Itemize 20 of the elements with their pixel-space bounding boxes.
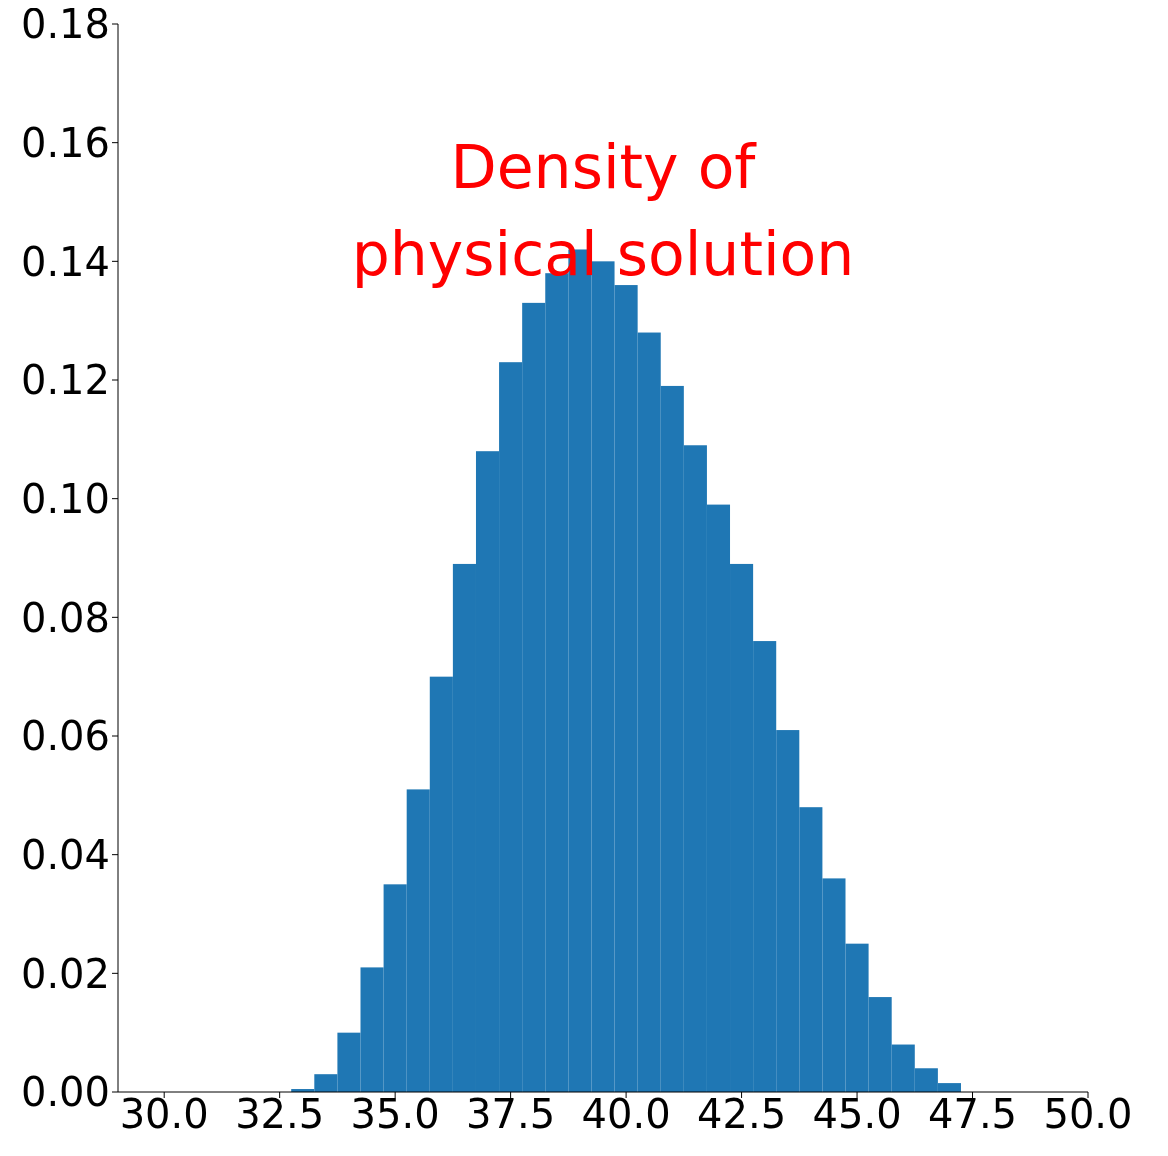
x-tick-label: 50.0 [1043,1091,1133,1138]
x-tick-label: 45.0 [812,1091,902,1138]
y-tick-label: 0.00 [20,1069,110,1116]
y-tick-label: 0.02 [20,950,110,997]
y-tick-label: 0.04 [20,831,110,878]
y-tick-label: 0.12 [20,357,110,404]
x-tick-label: 30.0 [119,1091,209,1138]
x-tick-label: 32.5 [235,1091,325,1138]
x-tick-label: 40.0 [581,1091,671,1138]
y-tick-label: 0.08 [20,594,110,641]
y-tick-label: 0.14 [20,238,110,285]
x-tick-label: 47.5 [927,1091,1018,1138]
y-tick-label: 0.18 [20,1,110,48]
x-tick-label: 42.5 [697,1091,787,1138]
y-tick-label: 0.16 [20,119,110,166]
x-tick-label: 37.5 [466,1091,556,1138]
y-tick-label: 0.10 [20,475,110,522]
y-tick-label: 0.06 [20,713,110,760]
x-tick-label: 35.0 [350,1091,440,1138]
annotation: Density of physical solution [350,131,856,291]
